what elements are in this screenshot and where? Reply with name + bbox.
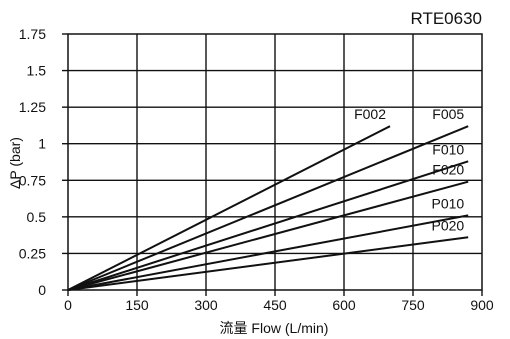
y-tick-label: 1 [38,136,46,152]
series-line-f005 [67,125,469,291]
series-label-p010: P010 [431,195,464,211]
y-tick-label: 1.75 [19,26,46,42]
x-tick-label: 300 [194,297,218,313]
series-label-f005: F005 [432,106,464,122]
x-tick-label: 150 [125,297,149,313]
y-axis-label: ΔP (bar) [7,137,23,189]
series-line-p020 [67,236,469,291]
series-label-f010: F010 [432,141,464,157]
series-line-f002 [67,125,391,291]
series-label-f002: F002 [354,106,386,122]
x-tick-label: 900 [470,297,494,313]
chart-title: RTE0630 [410,9,482,28]
series-label-f020: F020 [432,162,464,178]
series-line-f010 [67,160,469,291]
series-label-p020: P020 [431,217,464,233]
grid [68,34,482,290]
series-lines [67,125,469,291]
x-tick-label: 750 [401,297,425,313]
series-line-p010 [67,214,469,291]
y-tick-label: 0 [38,282,46,298]
x-axis-ticks: 0 150 300 450 600 750 900 [64,290,494,313]
y-tick-label: 1.5 [27,63,47,79]
y-tick-label: 0.25 [19,245,46,261]
y-axis-ticks: 0 0.25 0.5 0.75 1 1.25 1.5 1.75 [19,26,68,298]
x-tick-label: 0 [64,297,72,313]
x-tick-label: 600 [332,297,356,313]
y-tick-label: 0.5 [27,209,47,225]
x-tick-label: 450 [263,297,287,313]
y-tick-label: 0.75 [19,172,46,188]
x-axis-label: 流量 Flow (L/min) [220,320,329,336]
series-line-f020 [67,180,469,291]
y-tick-label: 1.25 [19,99,46,115]
series-labels: F002 F005 F010 F020 P010 P020 [354,106,464,233]
